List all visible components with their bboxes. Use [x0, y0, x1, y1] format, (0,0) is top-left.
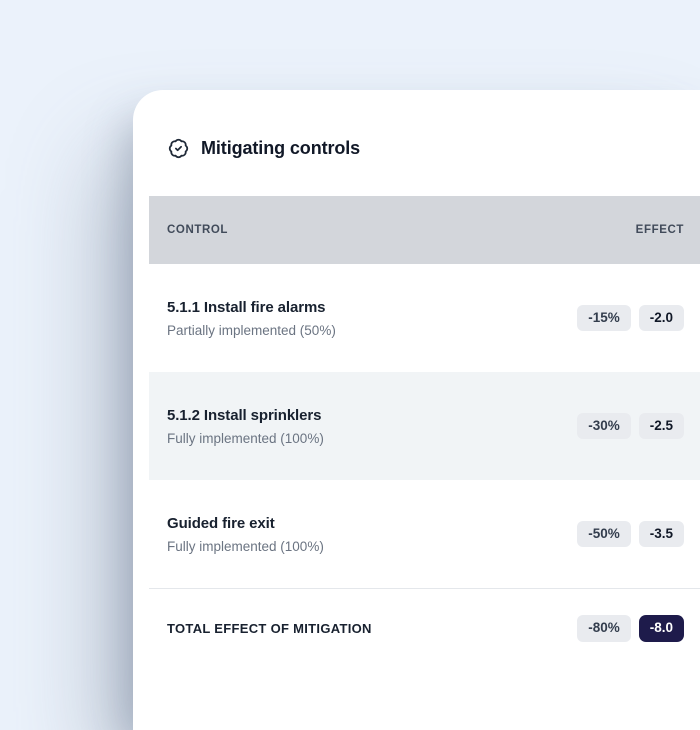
card-title: Mitigating controls: [201, 138, 361, 158]
column-header-effect: EFFECT: [635, 224, 684, 236]
control-cell: Guided fire exit Fully implemented (100%…: [167, 515, 324, 554]
effect-value-badge: -2.5: [638, 412, 684, 440]
table-header-row: CONTROL EFFECT: [149, 196, 700, 264]
column-header-control: CONTROL: [167, 224, 229, 236]
table-row: 5.1.1 Install fire alarms Partially impl…: [149, 264, 700, 372]
control-status: Partially implemented (50%): [167, 322, 336, 338]
effect-cell: -15% -2.0: [577, 304, 684, 332]
mitigating-controls-table: CONTROL EFFECT 5.1.1 Install fire alarms…: [149, 196, 700, 668]
table-row: 5.1.2 Install sprinklers Fully implement…: [149, 372, 700, 480]
total-label: TOTAL EFFECT OF MITIGATION: [167, 621, 372, 636]
control-cell: 5.1.2 Install sprinklers Fully implement…: [167, 407, 324, 446]
effect-cell: -30% -2.5: [577, 412, 684, 440]
control-cell: 5.1.1 Install fire alarms Partially impl…: [167, 299, 336, 338]
effect-percent-badge: -15%: [577, 304, 631, 332]
mitigating-controls-card: Mitigating controls CONTROL EFFECT 5.1.1…: [133, 90, 700, 730]
total-effect-percent-badge: -80%: [577, 615, 631, 642]
effect-value-badge: -2.0: [638, 304, 684, 332]
table-row: Guided fire exit Fully implemented (100%…: [149, 480, 700, 588]
control-status: Fully implemented (100%): [167, 430, 324, 446]
total-effect-cell: -80% -8.0: [577, 615, 684, 642]
effect-value-badge: -3.5: [638, 520, 684, 548]
control-status: Fully implemented (100%): [167, 538, 324, 554]
effect-cell: -50% -3.5: [577, 520, 684, 548]
total-effect-value-badge: -8.0: [638, 615, 684, 642]
control-name: Guided fire exit: [167, 514, 275, 532]
control-name: 5.1.1 Install fire alarms: [167, 298, 326, 316]
card-header: Mitigating controls: [133, 90, 700, 159]
effect-percent-badge: -50%: [577, 520, 631, 548]
effect-percent-badge: -30%: [577, 412, 631, 440]
total-row: TOTAL EFFECT OF MITIGATION -80% -8.0: [149, 588, 700, 668]
control-name: 5.1.2 Install sprinklers: [167, 406, 322, 424]
badge-check-icon: [168, 138, 189, 159]
